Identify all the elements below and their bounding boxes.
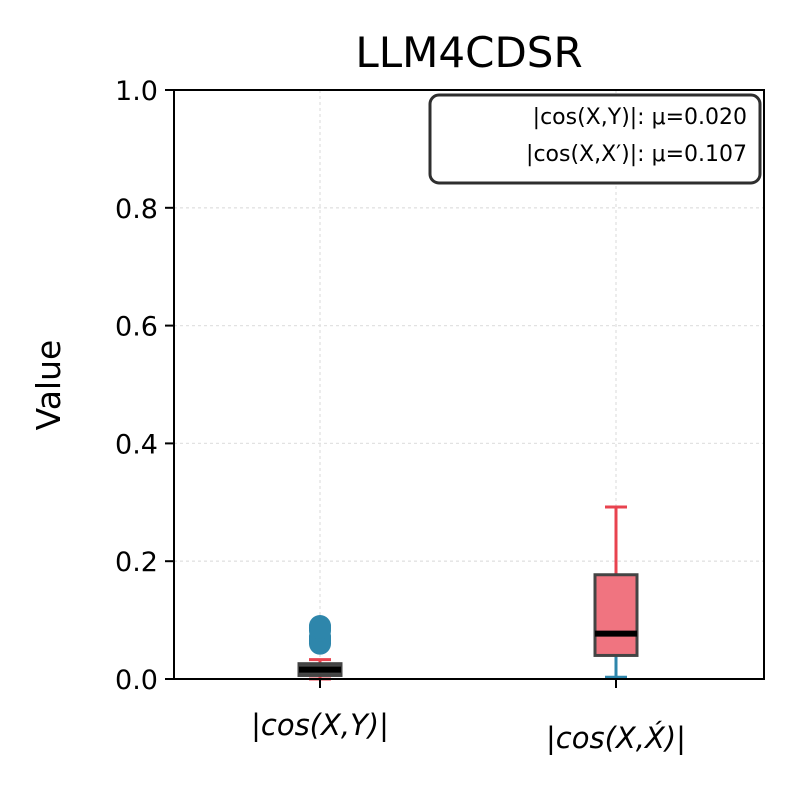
y-tick-label: 1.0: [115, 76, 158, 107]
plot-area-frame: [173, 89, 765, 680]
mean-legend-box: |cos(X,Y)|: μ=0.020 |cos(X,X′)|: μ=0.107: [428, 93, 762, 185]
y-tick-label: 0.2: [115, 547, 158, 578]
y-tick-label: 0.8: [115, 194, 158, 225]
y-tick-label: 0.6: [115, 312, 158, 343]
box-2: [593, 505, 639, 679]
outlier-point: [309, 614, 331, 637]
y-tick-label: 0.4: [115, 429, 158, 460]
chart-title: LLM4CDSR: [355, 28, 582, 77]
grid: [174, 90, 764, 679]
legend-line-2: |cos(X,X′)|: μ=0.107: [526, 142, 747, 167]
y-tick-label: 0.0: [115, 665, 158, 696]
legend-line-1: |cos(X,Y)|: μ=0.020: [533, 105, 747, 130]
legend-frame: [428, 93, 762, 185]
box-body: [593, 573, 639, 657]
boxes: [297, 505, 639, 681]
x-tick-label: |cos(X,X́)|: [546, 721, 686, 755]
y-axis-label: Value: [29, 340, 68, 431]
box-1: [297, 614, 343, 681]
x-axis-ticks: |cos(X,Y)| |cos(X,X́)|: [251, 679, 686, 755]
x-tick-label: |cos(X,Y)|: [251, 708, 389, 742]
y-axis-ticks: 0.0 0.2 0.4 0.6 0.8 1.0: [115, 76, 174, 696]
